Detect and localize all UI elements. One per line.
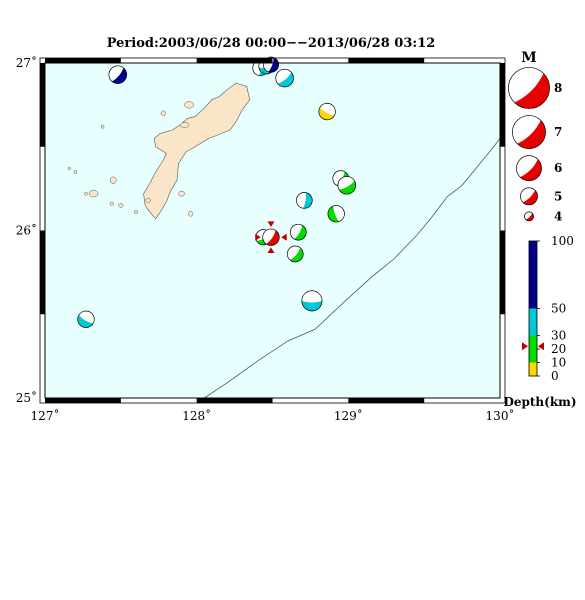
lon-tick-label: 127˚ [31,408,60,423]
magnitude-legend-label: 4 [554,209,562,223]
magnitude-legend-ball [516,155,542,182]
event-beachball [286,245,304,263]
okinawa-island [143,82,251,220]
lon-tick-label: 128˚ [182,408,211,423]
islet [160,110,166,117]
event-beachball [275,68,294,88]
islet [88,190,99,198]
depth-scale-title: Depth(km) [503,395,576,409]
depth-tick-label: 20 [551,342,566,356]
depth-band [529,362,537,376]
magnitude-legend-ball [508,67,550,109]
islet [184,101,194,109]
event-beachball [337,176,357,195]
depth-band [529,335,537,363]
trench-line [204,138,501,399]
islet [84,191,88,196]
depth-band [529,241,537,309]
lat-tick-label: 27˚ [16,55,37,70]
lon-tick-label: 130˚ [486,408,515,423]
land-layer [67,82,251,220]
event-beachball [296,192,313,209]
islet [118,203,124,208]
highlighted-event [262,228,280,246]
magnitude-legend-ball [520,187,538,206]
map-title: Period:2003/06/28 00:00−−2013/06/28 03:1… [107,36,436,51]
axis-tick-labels: 127˚ 128˚ 129˚ 130˚ 25˚ 26˚ 27˚ [16,55,515,423]
islet [179,122,190,128]
highlight-marker [281,233,287,241]
lat-tick-label: 25˚ [16,390,37,405]
depth-tick-label: 10 [551,356,566,370]
depth-tick-label: 0 [551,369,559,383]
magnitude-legend-label: 5 [554,189,562,203]
islet [73,169,78,174]
depth-band [529,308,537,336]
islet [67,166,71,171]
event-beachball [108,65,128,84]
islet [133,210,139,214]
magnitude-legend-label: 7 [554,125,562,139]
event-beachball [327,205,345,223]
islet [100,124,105,129]
highlight-marker [267,221,275,228]
depth-marker-right [538,342,544,351]
islet [145,198,151,203]
magnitude-legend-label: 6 [554,161,562,175]
islet [188,210,194,217]
depth-tick-label: 50 [551,302,566,316]
lon-tick-label: 129˚ [334,408,363,423]
magnitude-legend: M 8 7 6 5 4 [508,50,562,223]
magnitude-legend-title: M [521,50,537,66]
magnitude-legend-label: 8 [554,81,562,95]
event-beachball [289,223,307,241]
lat-tick-label: 26˚ [16,223,37,238]
magnitude-legend-ball [524,211,534,222]
event-beachball [301,290,323,312]
magnitude-legend-ball [512,115,546,150]
map-frame [39,57,506,404]
event-beachball [77,310,95,328]
depth-tick-label: 30 [551,329,566,343]
depth-tick-label: 100 [551,234,574,248]
islet [178,190,185,197]
islet [109,201,114,206]
event-beachball [318,102,336,121]
map-plot-area: 127˚ 128˚ 129˚ 130˚ 25˚ 26˚ 27˚ [16,55,515,423]
depth-marker-left [522,342,528,351]
islet [109,176,117,184]
highlight-marker [255,233,261,241]
highlight-marker [267,247,275,253]
